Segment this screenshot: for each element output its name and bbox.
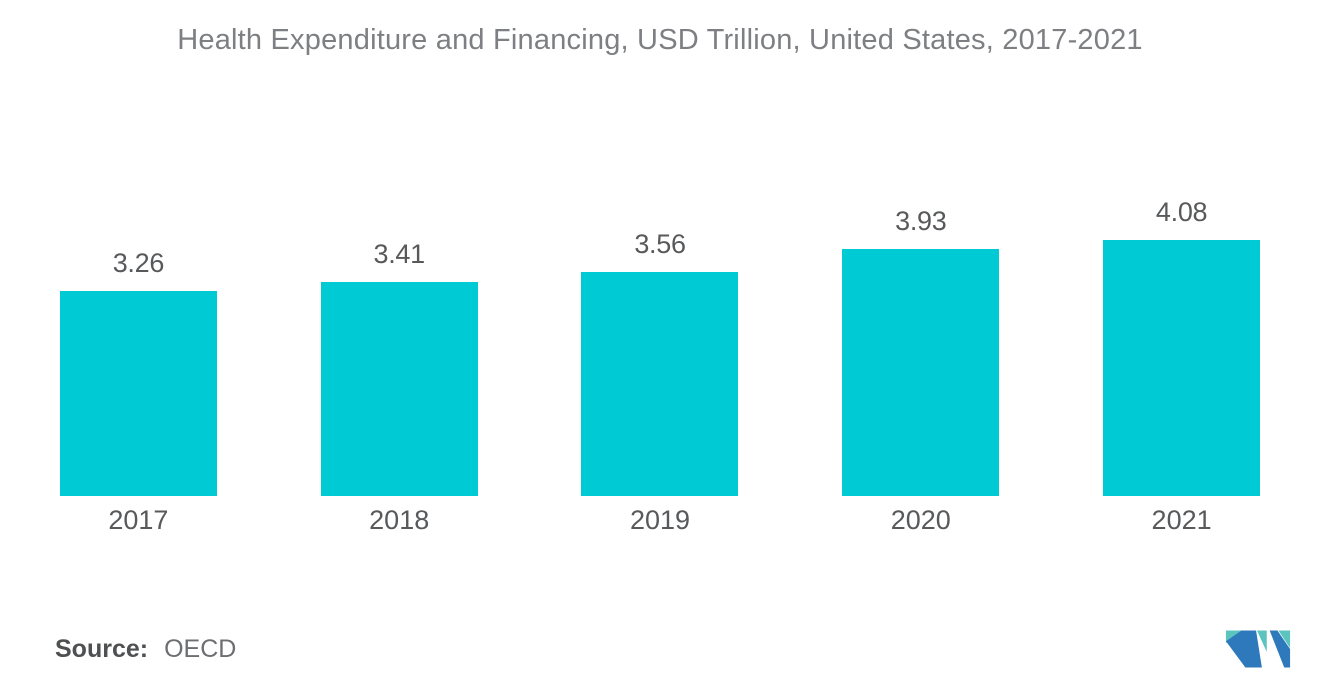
x-axis-label-2017: 2017: [108, 505, 169, 535]
chart-page: Health Expenditure and Financing, USD Tr…: [0, 24, 1320, 689]
bar-value-label: 4.08: [1155, 197, 1208, 227]
chart-title: Health Expenditure and Financing, USD Tr…: [177, 24, 1143, 56]
bar-value-label: 3.93: [895, 206, 947, 236]
x-axis-label-2020: 2020: [890, 505, 951, 535]
bar-value-label: 3.26: [112, 248, 165, 278]
bar-column: 3.41: [269, 239, 530, 496]
source-note: Source: OECD: [55, 635, 236, 664]
bar-chart: 3.26 3.41 3.56 3.93 4.08: [8, 92, 1312, 496]
bar-value-label: 3.56: [634, 229, 686, 259]
source-value: OECD: [164, 634, 237, 663]
x-axis-label-2019: 2019: [629, 505, 691, 535]
chart-footer: Source: OECD: [55, 627, 1292, 671]
bar-column: 4.08: [1051, 197, 1312, 496]
bar-value-label: 3.41: [373, 239, 426, 269]
bar-2020: [842, 249, 1000, 496]
bar-column: 3.93: [790, 206, 1051, 496]
bar-2018: [320, 282, 478, 496]
bar-2019: [581, 272, 739, 496]
x-axis-label-2018: 2018: [369, 505, 430, 535]
bar-2021: [1103, 240, 1261, 496]
bar-column: 3.56: [530, 229, 791, 496]
mordor-intelligence-logo: [1224, 627, 1292, 671]
source-label: Source:: [55, 634, 149, 663]
bar-column: 3.26: [8, 248, 269, 496]
x-axis-labels: 2017 2018 2019 2020 2021: [8, 496, 1312, 536]
x-axis-label-2021: 2021: [1151, 505, 1212, 535]
bar-2017: [59, 291, 217, 496]
mordor-m-icon: [1225, 630, 1291, 668]
